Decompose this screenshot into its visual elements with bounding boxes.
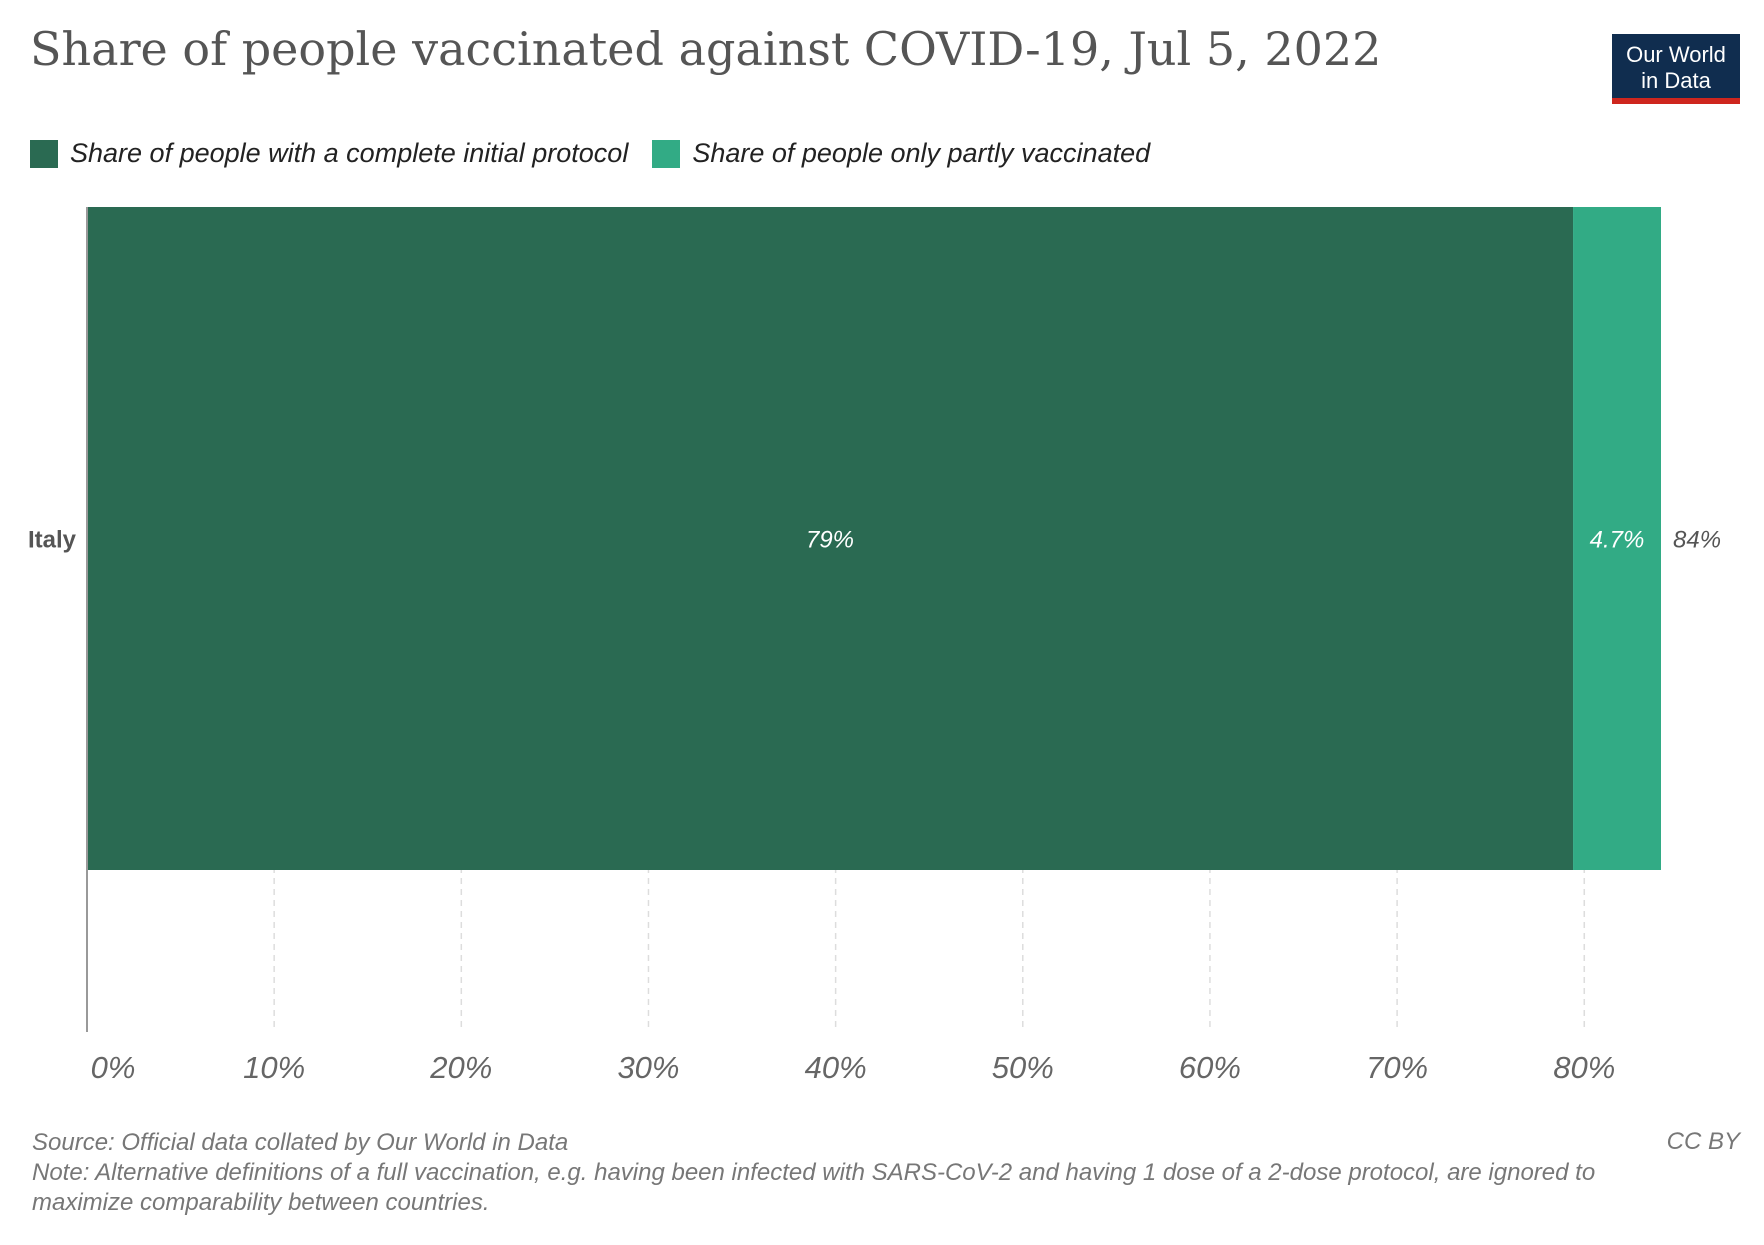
owid-logo[interactable]: Our World in Data [1612,34,1740,104]
bar-partly [1573,207,1661,870]
source-note: Source: Official data collated by Our Wo… [32,1129,569,1156]
x-tick-label: 40% [805,1050,867,1085]
legend-label-partly: Share of people only partly vaccinated [692,138,1151,168]
legend: Share of people with a complete initial … [30,138,1174,169]
x-tick-label: 20% [429,1050,492,1085]
x-tick-label: 0% [91,1050,136,1085]
x-tick-label: 60% [1179,1050,1241,1085]
x-tick-label: 10% [243,1050,305,1085]
bar-total-label: 84% [1673,527,1721,554]
legend-label-complete: Share of people with a complete initial … [70,138,629,168]
bar-chart: 79% 4.7% 84% Italy 0% 10% 20% 30% 40% 50% 60% 70% 80… [28,207,1721,1085]
x-tick-label: 70% [1366,1050,1428,1085]
methodology-note: Note: Alternative definitions of a full … [32,1159,1596,1216]
bar-value-label: 4.7% [1590,527,1645,554]
legend-swatch-partly [652,139,681,168]
bar-value-label: 79% [806,527,854,554]
legend-item-complete[interactable]: Share of people with a complete initial … [30,138,628,169]
legend-swatch-complete [30,139,58,168]
x-tick-label: 50% [992,1050,1054,1085]
x-tick-label: 30% [617,1050,679,1085]
footer: Source: Official data collated by Our Wo… [32,1128,1622,1218]
logo-line-2: in Data [1641,68,1711,93]
legend-item-partly[interactable]: Share of people only partly vaccinated [652,138,1150,169]
category-label: Italy [28,527,77,554]
x-tick-label: 80% [1553,1050,1615,1085]
chart-title: Share of people vaccinated against COVID… [30,22,1382,76]
logo-line-1: Our World [1626,42,1726,67]
license-label[interactable]: CC BY [1666,1128,1740,1155]
bar-complete [87,207,1574,870]
